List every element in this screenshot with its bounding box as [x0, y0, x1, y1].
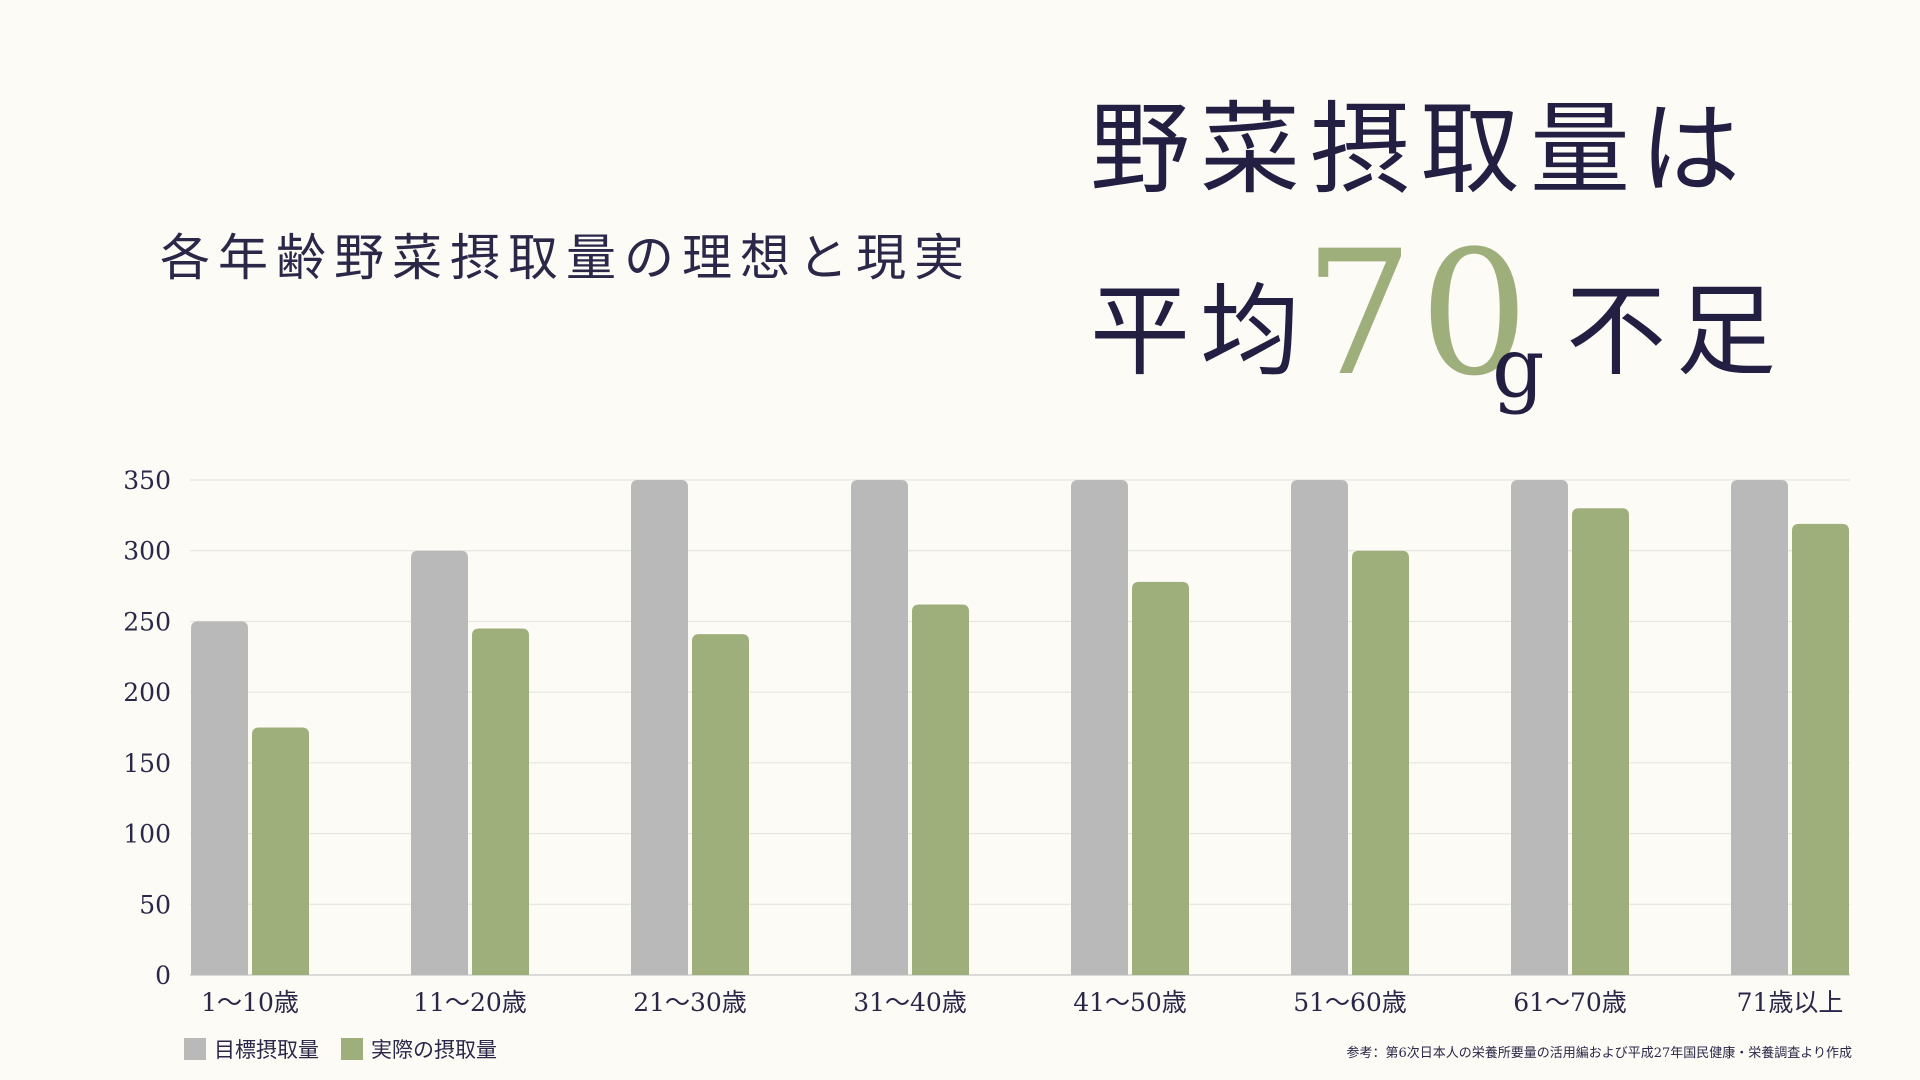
bar-actual — [252, 727, 309, 975]
x-category-label: 41～50歳 — [1073, 988, 1187, 1017]
bar-actual — [692, 634, 749, 975]
x-category-label: 61～70歳 — [1513, 988, 1627, 1017]
bar-target — [191, 621, 248, 975]
x-category-label: 11～20歳 — [413, 988, 527, 1017]
legend-label-actual: 実際の摂取量 — [371, 1038, 497, 1062]
bar-target — [411, 550, 468, 975]
y-tick-label: 250 — [123, 607, 171, 636]
legend-item-target: 目標摂取量 — [184, 1034, 319, 1064]
chart-subtitle: 各年齢野菜摂取量の理想と現実 — [160, 229, 972, 287]
headline-suffix: 不足 — [1566, 273, 1786, 390]
x-category-label: 1～10歳 — [201, 988, 299, 1017]
headline-line-1: 野菜摂取量は — [1090, 91, 1750, 208]
y-tick-label: 200 — [123, 678, 171, 707]
legend-label-target: 目標摂取量 — [214, 1038, 319, 1062]
bar-target — [631, 480, 688, 975]
bar-actual — [912, 604, 969, 975]
chart-bars — [191, 480, 1849, 975]
bar-actual — [1792, 523, 1849, 975]
y-tick-label: 350 — [123, 466, 171, 495]
x-axis: 1～10歳 11～20歳 21～30歳 31～40歳 41～50歳 51～60歳 61～70… — [201, 988, 1843, 1017]
bar-target — [851, 480, 908, 975]
bar-actual — [1132, 581, 1189, 975]
headline-highlight-number: 70 — [1304, 213, 1535, 414]
y-tick-label: 150 — [123, 749, 171, 778]
bar-actual — [1352, 550, 1409, 975]
x-category-label: 51～60歳 — [1293, 988, 1407, 1017]
bar-target — [1071, 480, 1128, 975]
y-tick-label: 0 — [155, 961, 171, 990]
headline-prefix: 平均 — [1090, 273, 1310, 390]
legend-item-actual: 実際の摂取量 — [341, 1034, 497, 1064]
y-tick-label: 100 — [123, 820, 171, 849]
headline-unit: g — [1492, 321, 1545, 416]
legend-swatch-target — [184, 1038, 206, 1060]
bar-target — [1511, 480, 1568, 975]
x-category-label: 21～30歳 — [633, 988, 747, 1017]
source-note: 参考：第6次日本人の栄養所要量の活用編および平成27年国民健康・栄養調査より作成 — [1346, 1046, 1852, 1061]
bar-target — [1291, 480, 1348, 975]
legend-swatch-actual — [341, 1038, 363, 1060]
y-tick-label: 50 — [139, 890, 171, 919]
y-tick-label: 300 — [123, 537, 171, 566]
bar-actual — [472, 628, 529, 975]
chart-legend: 目標摂取量 実際の摂取量 — [184, 1034, 497, 1064]
bar-target — [1731, 480, 1788, 975]
x-category-label: 71歳以上 — [1737, 988, 1844, 1017]
bar-actual — [1572, 508, 1629, 975]
x-category-label: 31～40歳 — [853, 988, 967, 1017]
y-axis: 0 50 100 150 200 250 300 350 — [123, 466, 171, 990]
